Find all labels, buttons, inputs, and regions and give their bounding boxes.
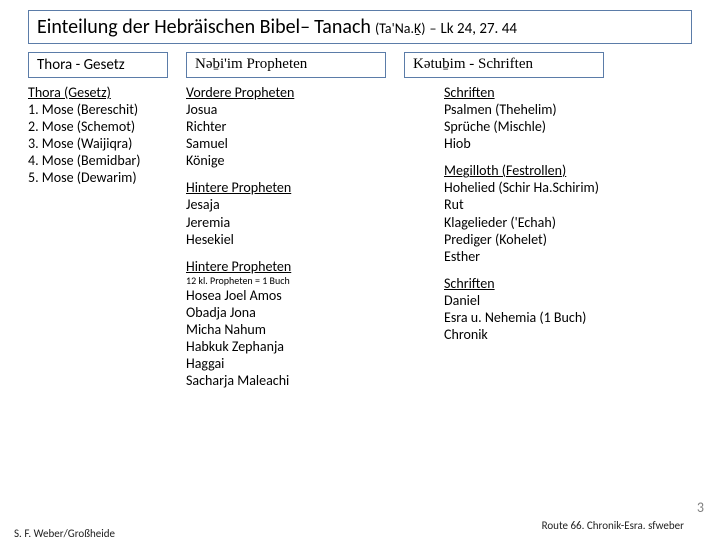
section-title: Schriften <box>444 275 684 292</box>
list-item: Micha Nahum <box>186 321 426 338</box>
list-item: Daniel <box>444 292 684 309</box>
list-item: Hohelied (Schir Ha.Schirim) <box>444 179 684 196</box>
list-item: Esther <box>444 248 684 265</box>
section-title: Schriften <box>444 84 684 101</box>
list-item: 1. Mose (Bereschit) <box>28 101 168 118</box>
list-item: Rut <box>444 196 684 213</box>
section-list: Hohelied (Schir Ha.Schirim) Rut Klagelie… <box>444 179 684 264</box>
column-propheten: Vordere Propheten Josua Richter Samuel K… <box>186 84 426 389</box>
list-item: Haggai <box>186 355 426 372</box>
list-item: Sacharja Maleachi <box>186 372 426 389</box>
list-item: Jesaja <box>186 196 426 213</box>
list-item: Habkuk Zephanja <box>186 338 426 355</box>
section-vordere-propheten: Vordere Propheten Josua Richter Samuel K… <box>186 84 426 169</box>
list-item: Hesekiel <box>186 231 426 248</box>
title-paren: (Ta'Na.Ḵ) <box>375 20 426 37</box>
list-item: Richter <box>186 118 426 135</box>
title-main: Einteilung der Hebräischen Bibel <box>37 15 300 39</box>
list-item: Sprüche (Mischle) <box>444 118 684 135</box>
page-number: 3 <box>697 499 704 516</box>
list-item: Prediger (Kohelet) <box>444 231 684 248</box>
list-item: Jeremia <box>186 214 426 231</box>
title-tanach: Tanach <box>314 15 371 39</box>
section-subtitle: 12 kl. Propheten = 1 Buch <box>186 275 426 287</box>
title-ref: Lk 24, 27. 44 <box>441 20 517 38</box>
section-schriften-1: Schriften Psalmen (Thehelim) Sprüche (Mi… <box>444 84 684 152</box>
title-dash: – <box>300 15 310 39</box>
section-list: Josua Richter Samuel Könige <box>186 101 426 169</box>
list-item: Obadja Jona <box>186 304 426 321</box>
footer-route: Route 66. Chronik-Esra. sfweber <box>542 519 684 532</box>
section-list: 1. Mose (Bereschit) 2. Mose (Schemot) 3.… <box>28 101 168 186</box>
section-hintere-propheten-1: Hintere Propheten Jesaja Jeremia Hesekie… <box>186 179 426 247</box>
header-thora: Thora - Gesetz <box>28 52 168 78</box>
list-item: Könige <box>186 152 426 169</box>
column-schriften: Schriften Psalmen (Thehelim) Sprüche (Mi… <box>444 84 684 389</box>
section-title: Hintere Propheten <box>186 179 426 196</box>
section-list: Jesaja Jeremia Hesekiel <box>186 196 426 247</box>
columns: Thora (Gesetz) 1. Mose (Bereschit) 2. Mo… <box>28 84 692 389</box>
header-schriften: Kətuḇim - Schriften <box>404 52 604 78</box>
list-item: 5. Mose (Dewarim) <box>28 169 168 186</box>
section-title: Hintere Propheten <box>186 258 426 275</box>
section-title: Thora (Gesetz) <box>28 84 168 101</box>
list-item: Samuel <box>186 135 426 152</box>
list-item: Chronik <box>444 326 684 343</box>
section-hintere-propheten-2: Hintere Propheten 12 kl. Propheten = 1 B… <box>186 258 426 390</box>
column-headers: Thora - Gesetz Nəḇi'im Propheten Kətuḇim… <box>28 52 692 78</box>
header-propheten: Nəḇi'im Propheten <box>186 52 386 78</box>
list-item: Psalmen (Thehelim) <box>444 101 684 118</box>
page-title-box: Einteilung der Hebräischen Bibel – Tanac… <box>28 10 692 44</box>
section-title: Megilloth (Festrollen) <box>444 162 684 179</box>
list-item: 4. Mose (Bemidbar) <box>28 152 168 169</box>
footer-author: S. F. Weber/Großheide <box>14 527 115 540</box>
list-item: Hiob <box>444 135 684 152</box>
title-dash2: – <box>430 20 437 37</box>
section-list: Hosea Joel Amos Obadja Jona Micha Nahum … <box>186 287 426 389</box>
list-item: Josua <box>186 101 426 118</box>
list-item: 3. Mose (Waijiqra) <box>28 135 168 152</box>
section-schriften-2: Schriften Daniel Esra u. Nehemia (1 Buch… <box>444 275 684 343</box>
list-item: Klagelieder ('Echah) <box>444 214 684 231</box>
section-title: Vordere Propheten <box>186 84 426 101</box>
section-list: Psalmen (Thehelim) Sprüche (Mischle) Hio… <box>444 101 684 152</box>
section-thora: Thora (Gesetz) 1. Mose (Bereschit) 2. Mo… <box>28 84 168 186</box>
column-thora: Thora (Gesetz) 1. Mose (Bereschit) 2. Mo… <box>28 84 168 389</box>
section-list: Daniel Esra u. Nehemia (1 Buch) Chronik <box>444 292 684 343</box>
section-megilloth: Megilloth (Festrollen) Hohelied (Schir H… <box>444 162 684 264</box>
list-item: 2. Mose (Schemot) <box>28 118 168 135</box>
list-item: Hosea Joel Amos <box>186 287 426 304</box>
list-item: Esra u. Nehemia (1 Buch) <box>444 309 684 326</box>
